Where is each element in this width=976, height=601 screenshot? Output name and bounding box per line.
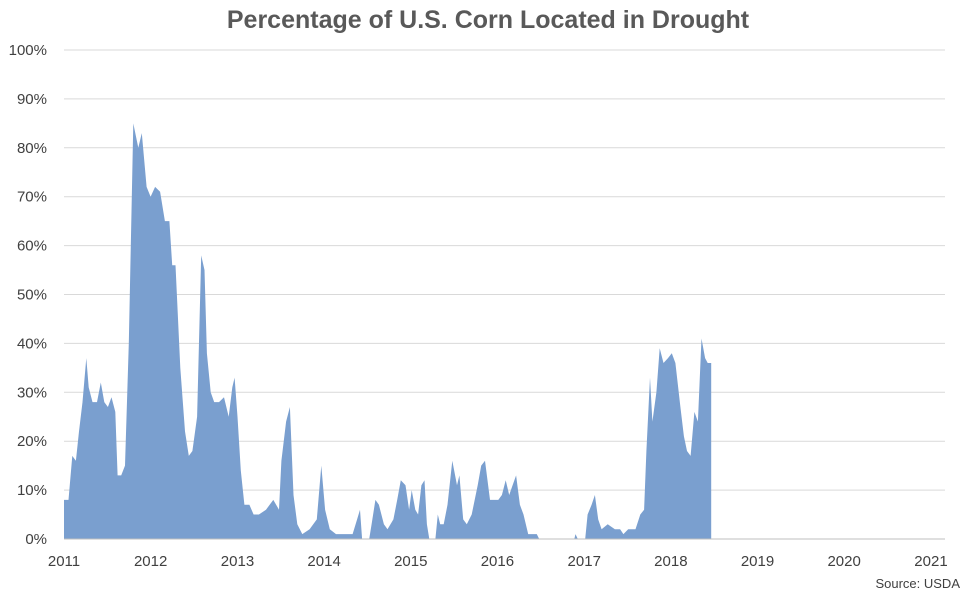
x-tick-label: 2014 — [307, 553, 340, 570]
y-tick-label: 10% — [17, 482, 47, 499]
y-tick-label: 80% — [17, 140, 47, 157]
x-tick-label: 2021 — [914, 553, 947, 570]
x-tick-label: 2020 — [827, 553, 860, 570]
series-area — [64, 123, 712, 540]
y-tick-label: 40% — [17, 335, 47, 352]
x-tick-label: 2013 — [221, 553, 254, 570]
y-tick-label: 20% — [17, 433, 47, 450]
y-tick-label: 90% — [17, 91, 47, 108]
chart-source: Source: USDA — [875, 576, 960, 591]
y-tick-label: 0% — [25, 531, 47, 548]
y-tick-label: 100% — [9, 42, 47, 59]
chart-title: Percentage of U.S. Corn Located in Droug… — [226, 6, 750, 34]
x-tick-label: 2017 — [568, 553, 601, 570]
x-tick-label: 2019 — [741, 553, 774, 570]
x-tick-label: 2018 — [654, 553, 687, 570]
y-tick-label: 70% — [17, 189, 47, 206]
x-tick-label: 2012 — [134, 553, 167, 570]
y-tick-label: 60% — [17, 238, 47, 255]
y-tick-label: 30% — [17, 384, 47, 401]
x-tick-label: 2016 — [481, 553, 514, 570]
y-tick-label: 50% — [17, 287, 47, 304]
x-tick-label: 2015 — [394, 553, 427, 570]
x-tick-label: 2011 — [48, 553, 80, 570]
